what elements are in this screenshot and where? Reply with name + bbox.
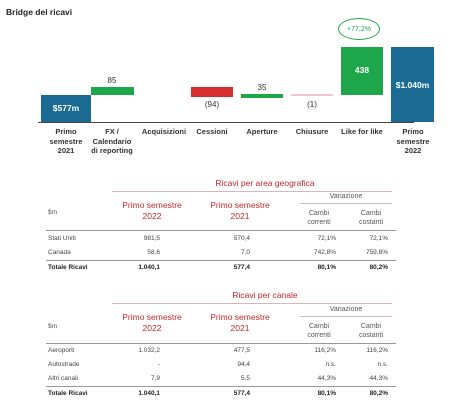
geo-cell: 742,8% bbox=[313, 249, 336, 256]
channel-cell: 44,3% bbox=[317, 375, 336, 382]
channel-title-rule bbox=[112, 303, 392, 304]
bar-label-2021: $577m bbox=[52, 103, 80, 113]
category-label: Primo semestre 2021 bbox=[49, 127, 83, 155]
bar-label-2022: $1.040m bbox=[395, 80, 430, 90]
value-cessioni: (94) bbox=[204, 100, 220, 109]
channel-cell: 477,5 bbox=[233, 347, 250, 354]
geo-col-2021: Primo semestre 2021 bbox=[210, 200, 270, 221]
geo-variation-rule bbox=[300, 203, 392, 204]
channel-col-2021: Primo semestre 2021 bbox=[210, 312, 270, 333]
channel-cell: n.s. bbox=[325, 361, 336, 368]
bar-primo-semestre-2022: $1.040m bbox=[391, 47, 434, 122]
bar-primo-semestre-2021: $577m bbox=[41, 95, 91, 122]
channel-sub-costanti: Cambi costanti bbox=[358, 323, 384, 339]
geo-cell: 80,1% bbox=[317, 264, 336, 271]
channel-col-2022: Primo semestre 2022 bbox=[122, 312, 182, 333]
value-chiusure: (1) bbox=[307, 100, 317, 109]
channel-cell: 44,3% bbox=[369, 375, 388, 382]
geo-cell: 570,4 bbox=[233, 235, 250, 242]
channel-row-label: Totale Ricavi bbox=[48, 390, 88, 397]
geo-cell: 80,2% bbox=[369, 264, 388, 271]
category-label: Aperture bbox=[246, 127, 278, 136]
value-aperture: 35 bbox=[257, 83, 267, 92]
channel-cell: 80,1% bbox=[317, 390, 336, 397]
bar-aperture bbox=[241, 94, 283, 98]
value-fx: 85 bbox=[107, 76, 117, 85]
channel-cell: 116,2% bbox=[314, 347, 336, 354]
channel-table-title: Ricavi per canale bbox=[232, 290, 298, 300]
channel-variation-label: Variazione bbox=[329, 306, 363, 313]
geo-sub-correnti: Cambi correnti bbox=[307, 210, 331, 226]
channel-total-rule bbox=[46, 386, 396, 387]
geo-cell: 1.040,1 bbox=[138, 264, 160, 271]
category-label: FX / Calendario di reporting bbox=[91, 127, 133, 155]
channel-sub-correnti: Cambi correnti bbox=[307, 323, 331, 339]
geo-cell: 7,0 bbox=[240, 249, 250, 256]
bar-label-like-for-like: 438 bbox=[354, 65, 370, 75]
geo-header-rule bbox=[46, 230, 396, 231]
bar-like-for-like: 438 bbox=[341, 47, 383, 95]
geo-variation-label: Variazione bbox=[329, 193, 363, 200]
geo-unit: $m bbox=[48, 209, 58, 216]
channel-cell: 116,2% bbox=[366, 347, 388, 354]
channel-row-label: Altri canali bbox=[48, 375, 78, 382]
channel-row-label: Autostrade bbox=[48, 361, 80, 368]
channel-cell: - bbox=[157, 361, 160, 368]
channel-cell: 5,5 bbox=[240, 375, 250, 382]
category-label: Acquisizioni bbox=[141, 127, 187, 136]
geo-cell: 577,4 bbox=[233, 264, 250, 271]
category-label: Cessioni bbox=[196, 127, 228, 136]
channel-cell: 7,9 bbox=[150, 375, 160, 382]
geo-total-rule bbox=[46, 260, 396, 261]
channel-cell: 94,4 bbox=[237, 361, 250, 368]
channel-header-rule bbox=[46, 343, 396, 344]
channel-row-label: Aeroporti bbox=[48, 347, 75, 354]
channel-unit: $m bbox=[48, 323, 58, 330]
geo-row-label: Canada bbox=[48, 249, 71, 256]
geo-col-2022: Primo semestre 2022 bbox=[122, 200, 182, 221]
bar-cessioni bbox=[191, 87, 233, 97]
geo-row-label: Totale Ricavi bbox=[48, 264, 88, 271]
category-label: Primo semestre 2022 bbox=[396, 127, 430, 155]
channel-variation-rule bbox=[300, 316, 392, 317]
channel-cell: 577,4 bbox=[233, 390, 250, 397]
channel-cell: 80,2% bbox=[369, 390, 388, 397]
geo-table-title: Ricavi per area geografica bbox=[215, 178, 315, 188]
geo-sub-costanti: Cambi costanti bbox=[358, 210, 384, 226]
channel-cell: n.s. bbox=[377, 361, 388, 368]
channel-cell: 1.032,2 bbox=[138, 347, 160, 354]
geo-cell: 759,8% bbox=[365, 249, 388, 256]
geo-title-rule bbox=[112, 191, 392, 192]
geo-row-label: Stati Uniti bbox=[48, 235, 76, 242]
category-label: Chiusure bbox=[295, 127, 329, 136]
channel-cell: 1.040,1 bbox=[138, 390, 160, 397]
geo-cell: 72,1% bbox=[369, 235, 388, 242]
bar-chiusure bbox=[291, 94, 333, 96]
like-for-like-growth-badge: +77,2% bbox=[338, 18, 380, 40]
geo-cell: 58,6 bbox=[147, 249, 160, 256]
category-label: Like for like bbox=[341, 127, 383, 136]
bridge-title: Bridge dei ricavi bbox=[6, 7, 73, 17]
geo-cell: 981,5 bbox=[143, 235, 160, 242]
bridge-axis bbox=[38, 122, 414, 123]
geo-cell: 72,1% bbox=[317, 235, 336, 242]
bar-fx-calendario bbox=[91, 87, 134, 95]
